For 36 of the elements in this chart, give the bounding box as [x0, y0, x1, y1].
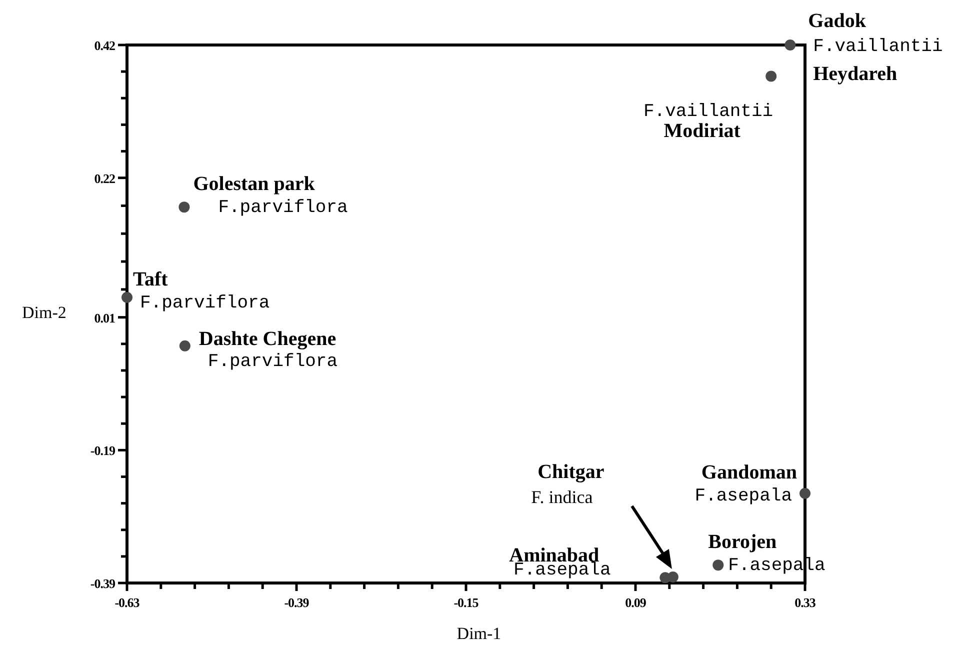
x-tick-label: -0.15	[454, 595, 480, 610]
point	[179, 340, 190, 352]
y-tick-label: 0.42	[94, 38, 115, 53]
point	[712, 560, 724, 571]
x-axis-title: Dim-1	[456, 624, 502, 643]
point	[800, 488, 810, 499]
annotation: Taft	[133, 268, 168, 290]
y-tick-label: -0.19	[90, 443, 116, 458]
point	[178, 202, 190, 213]
annotation: Modiriat	[664, 120, 741, 142]
annotation: F.parviflora	[140, 293, 270, 314]
annotation: Borojen	[708, 531, 777, 554]
y-tick-label: 0.01	[94, 310, 115, 326]
annotation: F.vaillantii	[643, 102, 774, 122]
annotation: Golestan park	[193, 173, 316, 196]
annotation: Gandoman	[701, 461, 797, 484]
point	[766, 70, 777, 82]
annotation: F. indica	[531, 487, 593, 508]
x-tick-label: 0.09	[625, 595, 647, 610]
x-tick-label: -0.39	[284, 595, 310, 610]
annotation: F.asepala	[694, 486, 792, 506]
x-tick-label: 0.33	[794, 595, 816, 610]
y-axis-title: Dim-2	[22, 303, 66, 322]
annotation: F.vaillantii	[813, 37, 943, 57]
point	[122, 292, 132, 303]
annotation: F.parviflora	[218, 198, 348, 218]
annotation: Chitgar	[538, 461, 604, 484]
point	[784, 40, 796, 50]
annotation: Gadok	[808, 10, 867, 32]
annotation: F.parviflora	[208, 352, 338, 372]
x-tick-label: -0.63	[114, 595, 140, 610]
y-tick-label: -0.39	[90, 576, 116, 591]
y-tick-label: 0.22	[94, 170, 115, 186]
annotation: Dashte Chegene	[198, 328, 336, 350]
annotation: Heydareh	[813, 63, 898, 86]
point	[660, 572, 671, 584]
